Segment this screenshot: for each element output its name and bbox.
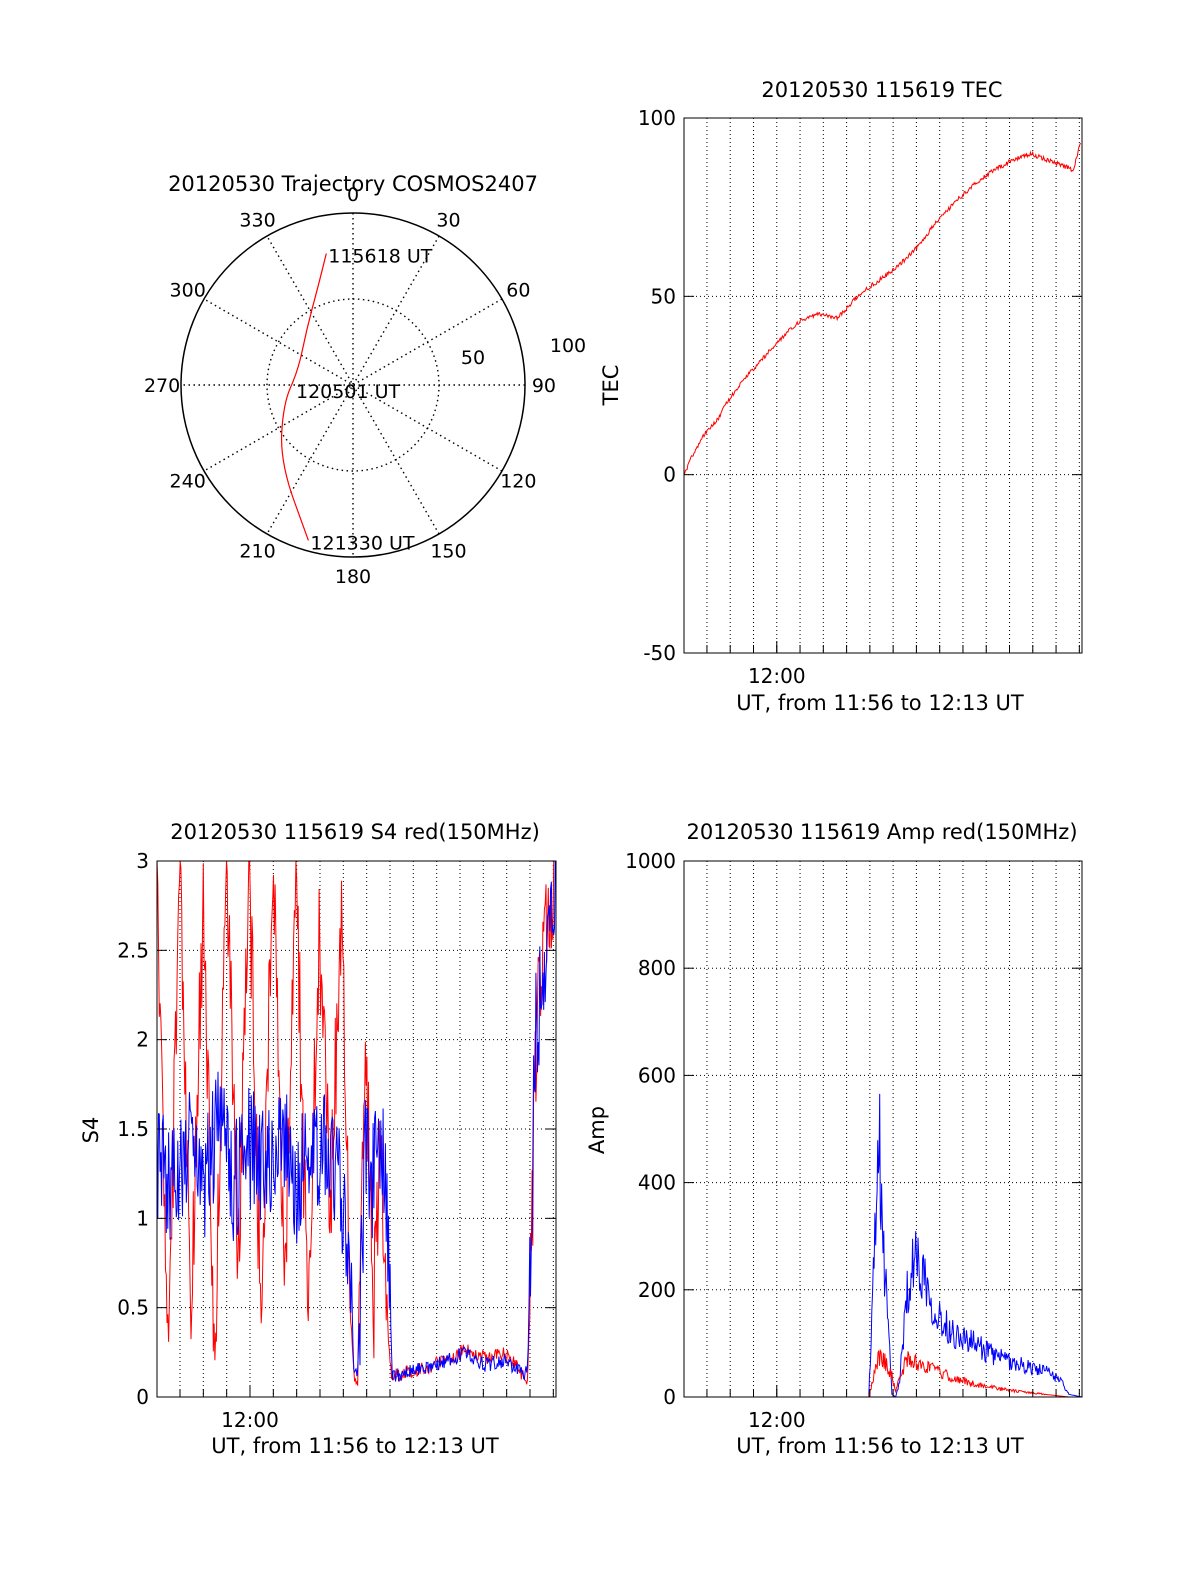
polar-azimuth-label: 180 bbox=[335, 566, 371, 588]
polar-azimuth-label: 0 bbox=[347, 184, 359, 206]
amp-title: 20120530 115619 Amp red(150MHz) bbox=[686, 820, 1077, 844]
s4-panel: 20120530 115619 S4 red(150MHz) 3 2.5 2 1.5 1… bbox=[79, 820, 557, 1458]
trajectory-time-label: 120501 UT bbox=[296, 381, 400, 403]
polar-azimuth-label: 30 bbox=[436, 210, 460, 232]
polar-radial-label: 100 bbox=[550, 335, 586, 357]
trajectory-line bbox=[280, 253, 327, 541]
tec-panel: 20120530 115619 TEC 100 50 0 -50 12:00 TEC U… bbox=[599, 78, 1083, 715]
series-line bbox=[684, 1348, 1082, 1398]
y-tick-label: 200 bbox=[638, 1278, 676, 1302]
series-line bbox=[683, 142, 1081, 475]
x-tick-label: 12:00 bbox=[748, 1408, 806, 1432]
polar-azimuth-label: 270 bbox=[144, 375, 180, 397]
series-line bbox=[156, 860, 556, 1382]
polar-radial-label: 50 bbox=[461, 347, 485, 369]
tec-grid bbox=[684, 118, 1082, 653]
tec-ylabel: TEC bbox=[599, 365, 623, 407]
y-tick-label: 0 bbox=[663, 1385, 676, 1409]
polar-outer-circle bbox=[180, 212, 526, 558]
tec-plot-frame bbox=[683, 117, 1083, 654]
series-line bbox=[156, 860, 556, 1386]
y-tick-label: 1000 bbox=[625, 849, 676, 873]
polar-azimuth-label: 210 bbox=[239, 540, 275, 562]
x-tick-label: 12:00 bbox=[221, 1408, 279, 1432]
amp-series bbox=[684, 1093, 1083, 1398]
amp-xlabel: UT, from 11:56 to 12:13 UT bbox=[736, 1434, 1024, 1458]
polar-azimuth-label: 300 bbox=[170, 280, 206, 302]
s4-series bbox=[156, 860, 556, 1386]
polar-azimuth-label: 60 bbox=[506, 280, 530, 302]
x-tick-label: 12:00 bbox=[748, 664, 806, 688]
y-tick-label: 1.5 bbox=[117, 1117, 149, 1141]
y-tick-label: 400 bbox=[638, 1171, 676, 1195]
s4-ticks: 3 2.5 2 1.5 1 0.5 0 12:00 bbox=[117, 849, 556, 1432]
amp-plot-frame bbox=[683, 860, 1083, 1398]
y-tick-label: 0 bbox=[663, 463, 676, 487]
tec-xlabel: UT, from 11:56 to 12:13 UT bbox=[736, 691, 1024, 715]
y-tick-label: 50 bbox=[651, 284, 676, 308]
amp-ticks: 1000 800 600 400 200 0 12:00 bbox=[625, 849, 1082, 1432]
polar-azimuth-label: 150 bbox=[430, 540, 466, 562]
amp-ylabel: Amp bbox=[585, 1106, 609, 1154]
y-tick-label: 0 bbox=[136, 1385, 149, 1409]
y-tick-label: 600 bbox=[638, 1063, 676, 1087]
trajectory-title: 20120530 Trajectory COSMOS2407 bbox=[168, 172, 538, 196]
s4-title: 20120530 115619 S4 red(150MHz) bbox=[170, 820, 540, 844]
polar-annotations: 115618 UT 120501 UT 121330 UT bbox=[296, 246, 433, 555]
y-tick-label: -50 bbox=[643, 641, 676, 665]
polar-series bbox=[280, 253, 327, 541]
polar-grid bbox=[181, 213, 525, 557]
y-tick-label: 100 bbox=[638, 106, 676, 130]
amp-panel: 20120530 115619 Amp red(150MHz) 1000 800 6… bbox=[585, 820, 1083, 1458]
y-tick-label: 0.5 bbox=[117, 1296, 149, 1320]
trajectory-panel: 20120530 Trajectory COSMOS2407 0 30 60 90 12… bbox=[144, 172, 586, 588]
polar-azimuth-label: 120 bbox=[500, 470, 536, 492]
trajectory-time-label: 115618 UT bbox=[328, 246, 432, 268]
tec-ticks: 100 50 0 -50 12:00 bbox=[638, 106, 1082, 688]
y-tick-label: 3 bbox=[136, 849, 149, 873]
tec-title: 20120530 115619 TEC bbox=[761, 78, 1002, 102]
tec-series bbox=[683, 142, 1081, 475]
polar-azimuth-label: 330 bbox=[239, 210, 275, 232]
s4-xlabel: UT, from 11:56 to 12:13 UT bbox=[211, 1434, 499, 1458]
polar-ring-50 bbox=[266, 298, 440, 472]
y-tick-label: 1 bbox=[136, 1206, 149, 1230]
polar-labels: 0 30 60 90 120 150 180 210 240 270 300 330 50 100 bbox=[144, 184, 586, 588]
series-line bbox=[684, 1093, 1083, 1398]
y-tick-label: 2 bbox=[136, 1028, 149, 1052]
trajectory-time-label: 121330 UT bbox=[310, 532, 414, 554]
amp-grid bbox=[684, 861, 1082, 1397]
y-tick-label: 800 bbox=[638, 956, 676, 980]
polar-azimuth-label: 90 bbox=[532, 375, 556, 397]
polar-azimuth-label: 240 bbox=[170, 470, 206, 492]
s4-ylabel: S4 bbox=[79, 1117, 103, 1144]
y-tick-label: 2.5 bbox=[117, 938, 149, 962]
